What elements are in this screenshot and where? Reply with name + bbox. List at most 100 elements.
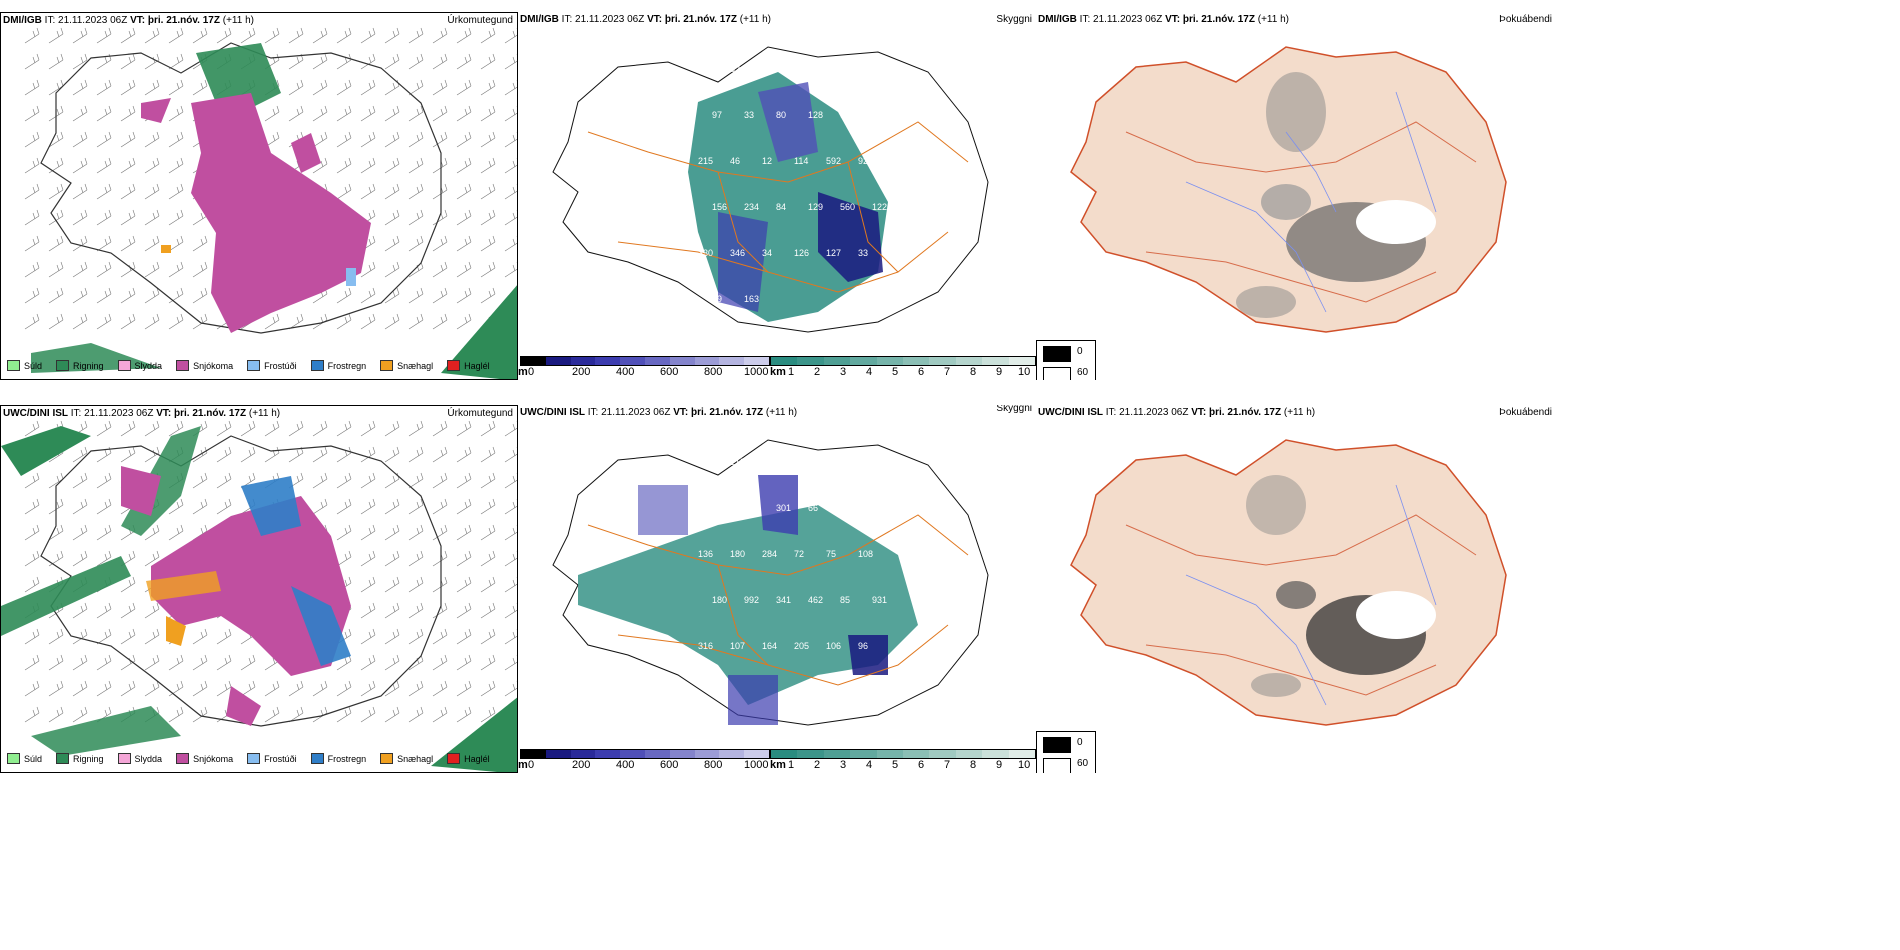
- wind-barb: [216, 654, 232, 671]
- wind-barb: [168, 706, 184, 723]
- wind-barb: [384, 550, 400, 567]
- colorbar-tick: 1000: [744, 366, 769, 378]
- wind-barb: [360, 183, 376, 200]
- wind-barb: [432, 498, 448, 515]
- wind-barb: [336, 157, 352, 174]
- wind-barb: [432, 183, 448, 200]
- legend-swatch: [56, 360, 70, 371]
- wind-barb: [336, 706, 352, 723]
- wind-barb: [456, 235, 472, 252]
- wind-barb: [168, 79, 184, 96]
- visibility-value-label: 12: [762, 156, 772, 166]
- wind-barb: [456, 209, 472, 226]
- wind-barb: [24, 131, 40, 148]
- precip-legend: Súld Rigning Slydda Snjókoma Frostúði Fr…: [7, 753, 490, 764]
- legend-swatch: [117, 360, 131, 371]
- wind-barb: [504, 577, 517, 593]
- visibility-value-label: 278: [698, 457, 713, 467]
- wind-barb: [480, 446, 496, 463]
- wind-barb: [168, 235, 184, 252]
- wind-barb: [360, 524, 376, 541]
- visibility-value-label: 85: [840, 595, 850, 605]
- wind-barb: [96, 550, 112, 567]
- legend-swatch: [176, 360, 190, 371]
- wind-barb: [408, 313, 424, 330]
- wind-barb: [192, 287, 208, 304]
- wind-barb: [456, 157, 472, 174]
- visibility-value-label: 75: [826, 549, 836, 559]
- wind-barb: [480, 157, 496, 174]
- wind-barb: [24, 53, 40, 70]
- wind-barb: [336, 53, 352, 70]
- wind-barb: [480, 550, 496, 567]
- fog-legend-value: 0: [1077, 346, 1083, 357]
- wind-barb: [408, 235, 424, 252]
- visibility-value-label: 52: [730, 64, 740, 74]
- legend-swatch: [310, 360, 324, 371]
- wind-barb: [480, 654, 496, 671]
- wind-barb: [168, 105, 184, 122]
- visibility-value-label: 46: [730, 156, 740, 166]
- wind-barb: [96, 209, 112, 226]
- legend-item: Snæhagl: [380, 360, 433, 371]
- wind-barb: [504, 210, 517, 226]
- colorbar-tick: 6: [918, 759, 925, 771]
- visibility-value-label: 205: [794, 641, 809, 651]
- wind-barb: [24, 105, 40, 122]
- visibility-value-label: 108: [858, 549, 873, 559]
- panel-parameter-title: Úrkomutegund: [447, 408, 513, 419]
- visibility-value-label: 66: [808, 503, 818, 513]
- visibility-value-label: 122: [872, 202, 887, 212]
- wind-barb: [120, 628, 136, 645]
- wind-barb: [120, 446, 136, 463]
- wind-barb: [504, 262, 517, 278]
- visibility-value-labels: 245 52 83 70 110 36 97 33 80 128 965 41 215 46 12 114 59…: [698, 64, 887, 304]
- wind-barb: [360, 420, 376, 437]
- wind-barb: [96, 261, 112, 278]
- wind-barb: [360, 79, 376, 96]
- wind-barb: [456, 27, 472, 44]
- visibility-value-label: 128: [808, 110, 823, 120]
- wind-barb: [360, 706, 376, 723]
- visibility-value-label: 560: [840, 202, 855, 212]
- visibility-colorbar-km: [770, 749, 1036, 759]
- wind-barb: [48, 157, 64, 174]
- legend-swatch: [56, 753, 70, 764]
- wind-barb: [408, 131, 424, 148]
- wind-barb: [336, 680, 352, 697]
- visibility-value-label: 156: [712, 202, 727, 212]
- wind-barb: [72, 524, 88, 541]
- wind-barb: [384, 420, 400, 437]
- visibility-value-label: 284: [762, 549, 777, 559]
- visibility-value-label: 33: [858, 248, 868, 258]
- wind-barb: [360, 498, 376, 515]
- visibility-value-label: 92: [858, 156, 868, 166]
- wind-barb: [168, 420, 184, 437]
- wind-barb: [120, 79, 136, 96]
- panel-title: UWC/DINI ISL IT: 21.11.2023 06Z VT: þri.…: [1038, 407, 1316, 418]
- visibility-value-label: 41: [872, 110, 882, 120]
- fog-index-panel-uwc: UWC/DINI ISL IT: 21.11.2023 06Z VT: þri.…: [1036, 405, 1556, 773]
- fog-legend-swatch: [1043, 367, 1071, 380]
- wind-barb: [168, 27, 184, 44]
- wind-barb: [360, 27, 376, 44]
- wind-barb: [96, 654, 112, 671]
- visibility-value-label: 163: [744, 294, 759, 304]
- wind-barb: [504, 551, 517, 567]
- wind-barb: [480, 183, 496, 200]
- wind-barb: [192, 706, 208, 723]
- wind-barb: [336, 498, 352, 515]
- wind-barb: [264, 706, 280, 723]
- wind-barb: [144, 209, 160, 226]
- wind-barb: [456, 576, 472, 593]
- visibility-value-label: 106: [826, 641, 841, 651]
- visibility-value-label: 301: [776, 503, 791, 513]
- wind-barb: [192, 235, 208, 252]
- wind-barb: [360, 602, 376, 619]
- wind-barb: [360, 105, 376, 122]
- colorbar-unit-km: km: [770, 366, 786, 378]
- wind-barb: [144, 550, 160, 567]
- legend-item: Rigning: [56, 753, 104, 764]
- wind-barb: [360, 131, 376, 148]
- wind-barb: [48, 524, 64, 541]
